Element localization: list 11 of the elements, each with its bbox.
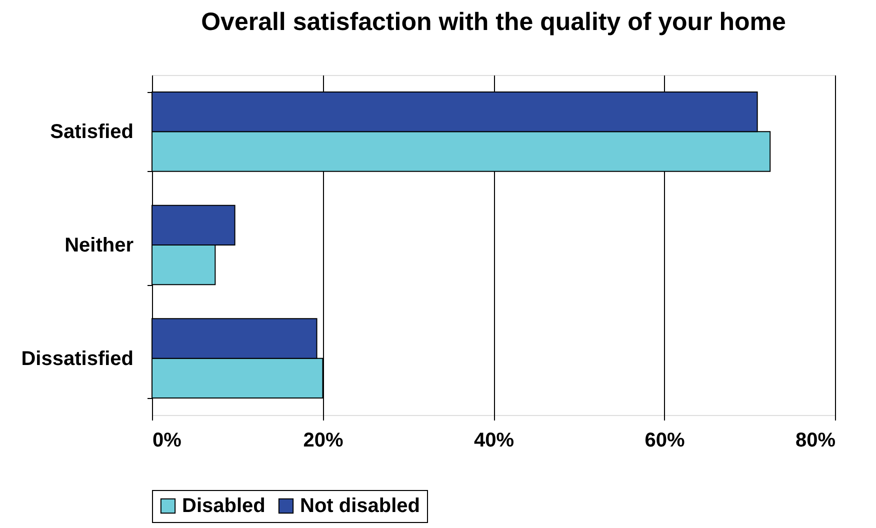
legend-label: Disabled (182, 495, 266, 517)
x-tick-label: 20% (303, 430, 344, 452)
x-tick-label: 60% (644, 430, 685, 452)
x-tick-label: 80% (795, 430, 836, 452)
x-tick-label: 40% (474, 430, 514, 452)
chart-title: Overall satisfaction with the quality of your home (201, 8, 786, 36)
y-tick-label: Satisfied (50, 121, 134, 144)
legend-label: Not disabled (300, 495, 420, 517)
y-tick-label: Dissatisfied (21, 348, 134, 370)
x-tick-label: 0% (152, 430, 182, 452)
y-tick-label: Neither (64, 234, 134, 256)
